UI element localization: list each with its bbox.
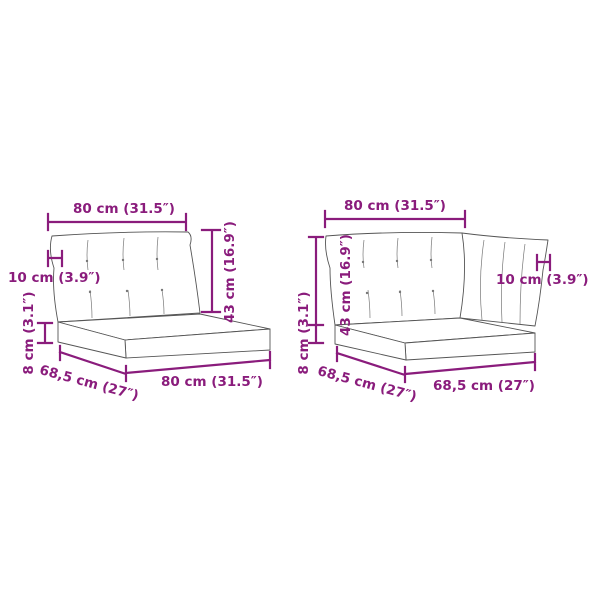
corner-cushion-drawing (325, 231, 549, 361)
middle-back-thickness-label: 10 cm (3.9″) (8, 270, 101, 286)
corner-seat-depth-label: 68,5 cm (27″) (316, 363, 419, 405)
middle-seat-height-label: 8 cm (3.1″) (21, 291, 37, 374)
corner-seat-height-label: 8 cm (3.1″) (296, 291, 312, 374)
corner-back-thickness-label: 10 cm (3.9″) (496, 272, 589, 288)
corner-dimension-lines (307, 209, 552, 384)
corner-back-width-label: 80 cm (31.5″) (344, 198, 446, 214)
middle-back-height-label: 43 cm (16.9″) (222, 221, 238, 323)
back-cushion (49, 231, 201, 323)
middle-dimension-lines (36, 212, 272, 383)
middle-back-width-label: 80 cm (31.5″) (73, 201, 175, 217)
middle-seat-width-label: 80 cm (31.5″) (161, 374, 263, 390)
corner-back-height-label: 43 cm (16.9″) (338, 234, 354, 336)
corner-back-cushion (325, 231, 549, 327)
corner-seat-width-label: 68,5 cm (27″) (433, 378, 535, 394)
middle-cushion-drawing (49, 231, 271, 359)
